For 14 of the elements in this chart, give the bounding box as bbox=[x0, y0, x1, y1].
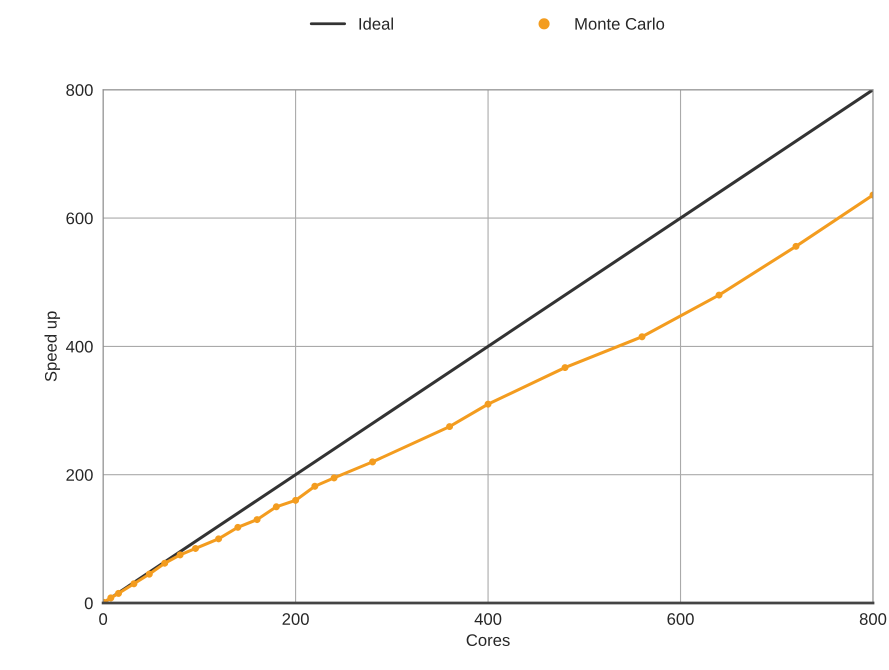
y-tick-label: 200 bbox=[66, 469, 93, 481]
y-tick-label: 400 bbox=[66, 340, 93, 353]
y-tick-label: 800 bbox=[66, 84, 93, 96]
legend-label: Ideal bbox=[359, 18, 393, 30]
y-axis-title: Speed up bbox=[44, 311, 60, 382]
x-tick-label: 0 bbox=[99, 613, 108, 625]
x-tick-label: 800 bbox=[860, 613, 886, 625]
x-tick-label: 200 bbox=[282, 613, 309, 625]
legend-label: Monte Carlo bbox=[575, 18, 664, 30]
y-tick-label: 0 bbox=[84, 597, 93, 610]
x-tick-label: 600 bbox=[667, 613, 694, 625]
y-tick-label: 600 bbox=[66, 212, 93, 224]
x-axis-title: Cores bbox=[466, 634, 510, 646]
x-tick-label: 400 bbox=[474, 613, 502, 625]
